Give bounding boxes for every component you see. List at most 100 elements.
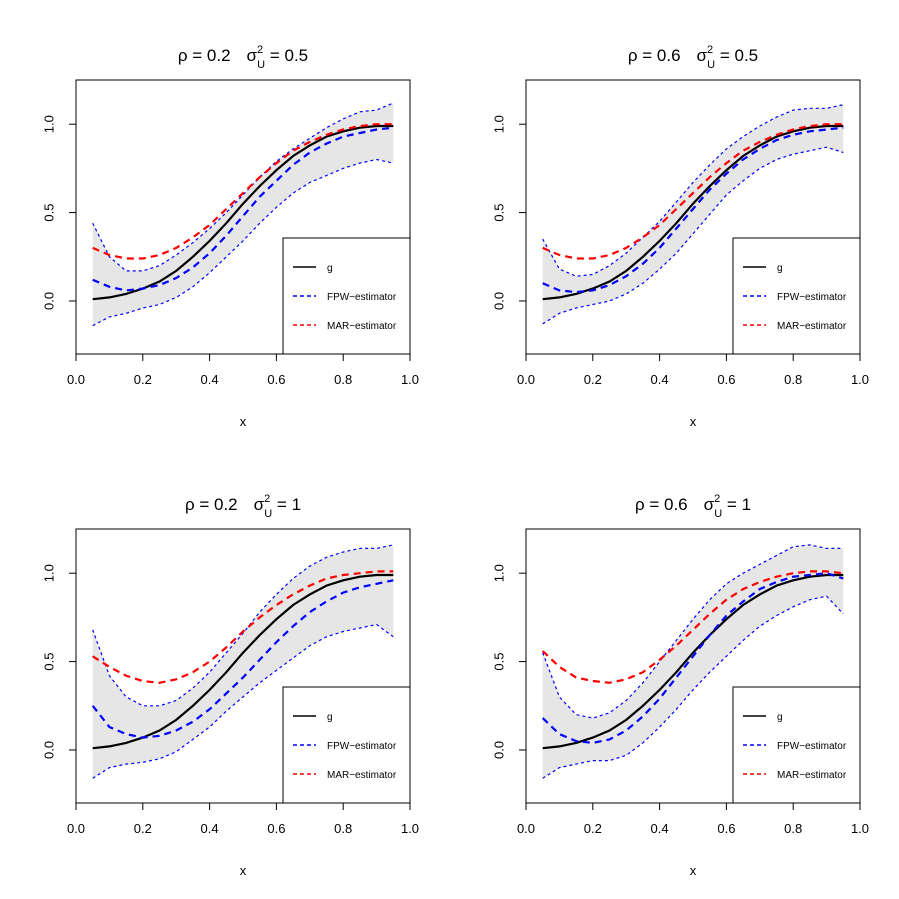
series-line-g xyxy=(542,573,844,750)
x-tick-label: 0.6 xyxy=(717,372,735,387)
y-tick-label: 0.5 xyxy=(491,653,506,671)
chart-title: ρ = 0.6 σ2 U = 0.5 xyxy=(628,44,758,71)
y-tick-label: 0.5 xyxy=(41,204,56,222)
title-sigma-symbol: σ xyxy=(247,46,258,65)
legend-label: FPW−estimator xyxy=(777,741,847,752)
plot-frame xyxy=(75,79,411,355)
title-sigma-superscript: 2 xyxy=(257,44,263,56)
legend-label: MAR−estimator xyxy=(327,770,397,781)
legend-box xyxy=(282,237,411,355)
x-tick-label: 1.0 xyxy=(851,821,869,836)
band-lower-line xyxy=(542,146,844,325)
legend-box xyxy=(282,686,411,804)
x-tick-label: 0.6 xyxy=(267,821,285,836)
title-sigma-subscript: U xyxy=(707,59,715,71)
title-sigma-subscript: U xyxy=(264,508,272,520)
legend-label: g xyxy=(777,712,783,723)
confidence-band xyxy=(92,103,394,326)
series-line-fpw-estimator xyxy=(542,126,844,294)
chart-panel-4: 0.0 0.2 0.4 0.6 0.8 1.0 0.0 0.5 1.0 x ρ = 0.6 σ2 U =… xyxy=(491,493,869,878)
band-upper-line xyxy=(542,104,844,277)
title-equals: = xyxy=(265,46,284,65)
title-rho-value: 0.6 xyxy=(657,46,681,65)
title-rho-symbol: ρ xyxy=(635,495,645,514)
title-rho-symbol: ρ xyxy=(178,46,188,65)
x-tick-label: 0.2 xyxy=(584,372,602,387)
x-tick-label: 0.2 xyxy=(134,821,152,836)
title-sigma-subscript: U xyxy=(257,59,265,71)
title-sigma-value: 1 xyxy=(292,495,301,514)
chart-panel-2: 0.0 0.2 0.4 0.6 0.8 1.0 0.0 0.5 1.0 x ρ = 0.6 σ2 U =… xyxy=(491,44,869,429)
series-line-mar-estimator xyxy=(92,123,394,260)
series-line-fpw-estimator xyxy=(541,572,844,745)
confidence-band xyxy=(542,544,844,779)
title-sigma-superscript: 2 xyxy=(707,44,713,56)
legend-label: MAR−estimator xyxy=(777,770,847,781)
title-sigma-subscript: U xyxy=(714,508,722,520)
x-tick-label: 0.8 xyxy=(784,372,802,387)
title-sigma-symbol: σ xyxy=(704,495,715,514)
x-tick-label: 1.0 xyxy=(851,372,869,387)
y-tick-label: 1.0 xyxy=(491,115,506,133)
x-tick-label: 0.4 xyxy=(201,821,219,836)
title-equals: = xyxy=(638,46,657,65)
y-tick-label: 1.0 xyxy=(41,564,56,582)
series-line-mar-estimator xyxy=(542,123,844,260)
x-tick-label: 1.0 xyxy=(401,821,419,836)
title-equals: = xyxy=(188,46,207,65)
legend: g FPW−estimator MAR−estimator xyxy=(732,686,861,804)
x-tick-label: 0.4 xyxy=(651,372,669,387)
x-tick-label: 0.0 xyxy=(67,821,85,836)
title-rho-value: 0.2 xyxy=(207,46,231,65)
legend-label: FPW−estimator xyxy=(327,292,397,303)
x-tick-label: 0.8 xyxy=(784,821,802,836)
legend-label: g xyxy=(327,263,333,274)
x-tick-label: 0.0 xyxy=(517,821,535,836)
band-lower-line xyxy=(542,595,844,779)
chart-panel-3: 0.0 0.2 0.4 0.6 0.8 1.0 0.0 0.5 1.0 x ρ = 0.2 σ2 U =… xyxy=(41,493,419,878)
legend: g FPW−estimator MAR−estimator xyxy=(732,237,861,355)
title-sigma-superscript: 2 xyxy=(264,493,270,505)
title-sigma-symbol: σ xyxy=(697,46,708,65)
x-axis-label: x xyxy=(240,414,247,429)
legend-label: FPW−estimator xyxy=(777,292,847,303)
x-tick-label: 0.2 xyxy=(584,821,602,836)
plot-frame xyxy=(525,528,861,804)
legend-label: MAR−estimator xyxy=(777,321,847,332)
x-tick-label: 1.0 xyxy=(401,372,419,387)
x-tick-label: 0.4 xyxy=(201,372,219,387)
x-tick-label: 0.4 xyxy=(651,821,669,836)
band-upper-line xyxy=(92,102,394,272)
band-lower-line xyxy=(92,158,394,327)
legend-label: g xyxy=(327,712,333,723)
x-tick-label: 0.6 xyxy=(267,372,285,387)
title-sigma-symbol: σ xyxy=(254,495,265,514)
y-tick-label: 0.5 xyxy=(491,204,506,222)
chart-panel-1: 0.0 0.2 0.4 0.6 0.8 1.0 0.0 0.5 1.0 x ρ = 0.2 σ2 U =… xyxy=(41,44,419,429)
x-axis-label: x xyxy=(240,863,247,878)
x-tick-label: 0.8 xyxy=(334,372,352,387)
title-equals: = xyxy=(272,495,291,514)
confidence-band xyxy=(542,104,844,324)
y-tick-label: 0.0 xyxy=(491,741,506,759)
x-tick-label: 0.0 xyxy=(517,372,535,387)
x-tick-label: 0.6 xyxy=(717,821,735,836)
title-sigma-superscript: 2 xyxy=(714,493,720,505)
legend-box xyxy=(732,686,861,804)
y-tick-label: 0.0 xyxy=(41,292,56,310)
x-axis-label: x xyxy=(690,414,697,429)
x-tick-label: 0.8 xyxy=(334,821,352,836)
confidence-band xyxy=(92,544,394,779)
plot-frame xyxy=(75,528,411,804)
series-line-g xyxy=(542,124,844,301)
legend-label: FPW−estimator xyxy=(327,741,397,752)
y-tick-label: 0.5 xyxy=(41,653,56,671)
y-tick-label: 0.0 xyxy=(491,292,506,310)
title-equals: = xyxy=(645,495,664,514)
legend-label: MAR−estimator xyxy=(327,321,397,332)
legend-box xyxy=(732,237,861,355)
y-tick-label: 1.0 xyxy=(41,115,56,133)
legend-label: g xyxy=(777,263,783,274)
title-rho-symbol: ρ xyxy=(185,495,195,514)
